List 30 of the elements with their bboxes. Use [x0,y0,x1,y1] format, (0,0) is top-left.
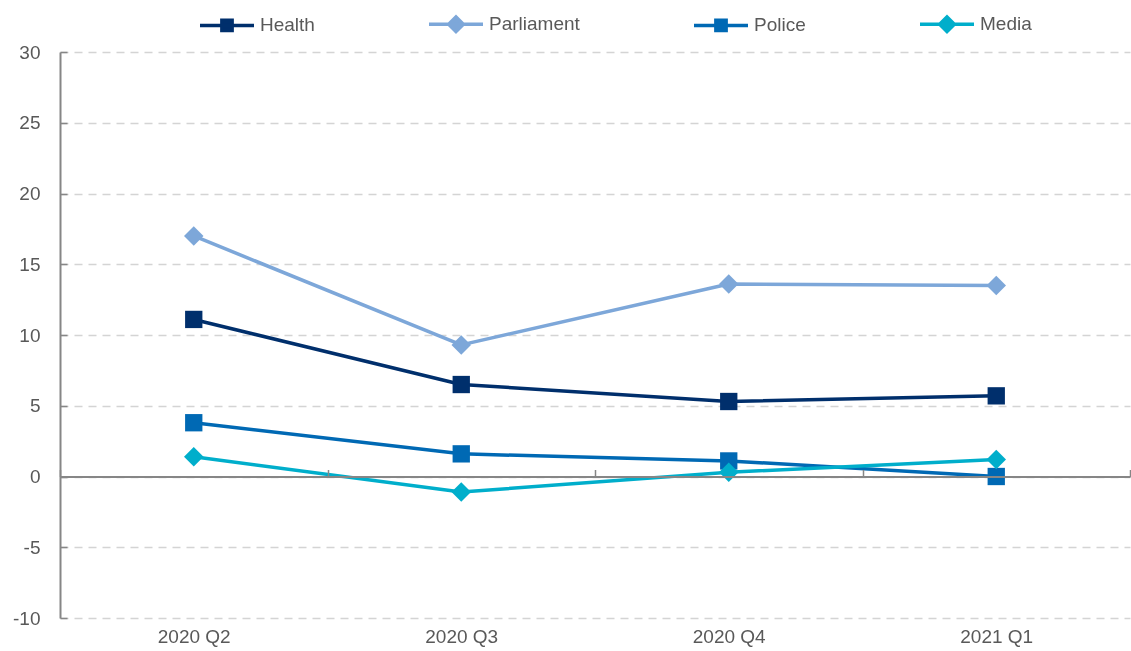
legend-label: Police [754,14,806,36]
legend-label: Health [260,14,315,36]
y-tick-label: 0 [29,466,41,487]
point [987,387,1005,405]
point [185,414,203,432]
point [184,446,204,467]
point [719,274,739,294]
x-tick-label: 2020 Q2 [157,625,231,647]
y-tick-label: 30 [19,41,41,63]
point [720,392,738,411]
y-tick-label: 20 [19,183,41,204]
y-tick-label: 25 [19,112,41,134]
point [184,226,204,246]
point [452,375,470,394]
y-tick-label: 10 [19,324,41,346]
x-tick-label: 2021 Q1 [960,625,1034,647]
legend-label: Media [980,13,1033,35]
y-tick-label: -5 [23,536,41,558]
y-tick-label: 5 [29,395,41,417]
point [451,482,471,502]
x-tick-label: 2020 Q3 [425,625,499,647]
point [986,275,1006,296]
point [986,449,1006,470]
point [185,310,203,329]
y-tick-label: -10 [13,607,41,629]
legend-label: Parliament [489,13,581,35]
point [452,445,470,463]
x-tick-label: 2020 Q4 [692,625,767,647]
point [451,335,471,355]
y-tick-label: 15 [19,253,41,275]
